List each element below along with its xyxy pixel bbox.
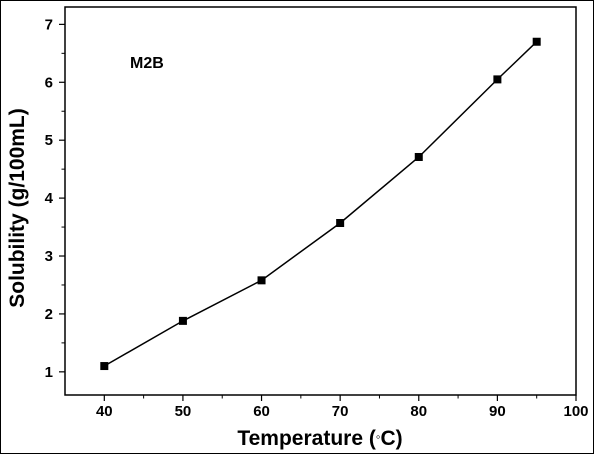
- x-axis-title-unit: C): [380, 427, 402, 450]
- y-tick-label: 1: [45, 364, 53, 381]
- data-point-marker: [257, 276, 266, 285]
- y-tick-label: 3: [45, 248, 53, 265]
- data-point-marker: [414, 152, 423, 161]
- data-point-marker: [532, 37, 541, 46]
- x-axis-title-text: Temperature (: [237, 427, 375, 450]
- x-tick-label: 40: [96, 403, 113, 420]
- data-point-marker: [100, 362, 109, 371]
- x-tick-label: 90: [489, 403, 506, 420]
- series-annotation: M2B: [130, 55, 164, 72]
- y-tick-label: 7: [45, 16, 53, 33]
- series-line: [103, 41, 538, 367]
- x-tick-label: 100: [563, 403, 588, 420]
- x-axis-title: Temperature (◦C): [237, 427, 402, 450]
- data-point-marker: [336, 219, 345, 228]
- y-tick-label: 6: [45, 74, 53, 91]
- data-point-marker: [178, 316, 187, 325]
- data-point-marker: [493, 75, 502, 84]
- y-tick-label: 4: [45, 190, 54, 207]
- x-tick-label: 50: [175, 403, 192, 420]
- x-tick-label: 60: [253, 403, 270, 420]
- x-tick-label: 80: [410, 403, 427, 420]
- x-tick-label: 70: [332, 403, 349, 420]
- y-tick-label: 5: [45, 132, 53, 149]
- y-axis-title: Solubility (g/100mL): [6, 108, 29, 308]
- degree-symbol: ◦: [376, 429, 381, 444]
- y-tick-label: 2: [45, 306, 53, 323]
- plot-area-frame: [64, 6, 577, 396]
